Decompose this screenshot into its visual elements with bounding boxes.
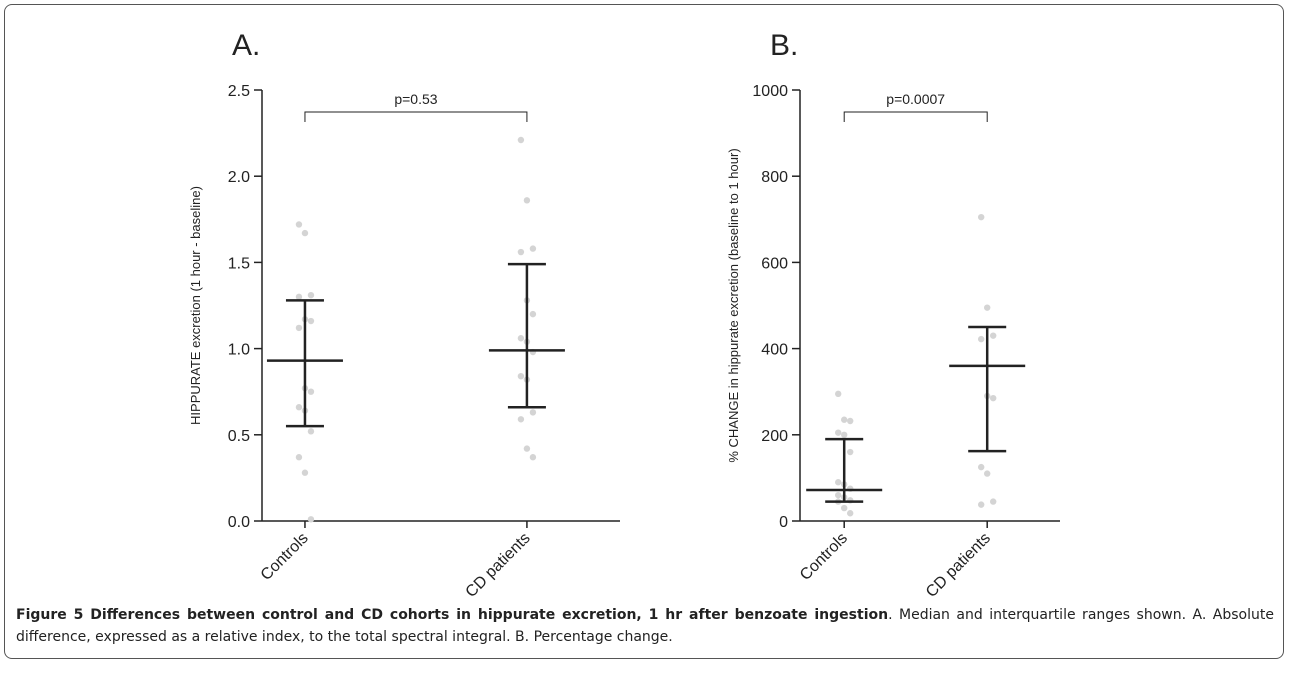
chart: A. 0.0 0.5 1.0 1.5 2.0 2.5 HIPPURATE excretion … [188, 29, 1060, 600]
data-point [841, 431, 848, 438]
data-point [517, 136, 525, 144]
data-point [295, 324, 303, 332]
data-point [529, 310, 537, 318]
data-point [835, 479, 842, 486]
caption: Figure 5 Differences between control and… [16, 604, 1274, 648]
data-point [529, 245, 537, 252]
caption-text: . Median and interquartile ranges shown.… [16, 607, 1274, 645]
data-point [978, 213, 985, 221]
y-tick-label: 1000 [752, 83, 788, 100]
data-point [841, 504, 848, 512]
data-point [517, 416, 525, 423]
figure-frame [4, 4, 1284, 659]
x-tick-label: CD patients [463, 530, 534, 600]
y-tick-label: 0 [779, 514, 788, 531]
data-point [529, 454, 537, 461]
data-point [523, 445, 531, 452]
data-point [307, 317, 315, 325]
data-point [517, 372, 525, 380]
data-point [841, 416, 848, 423]
data-point [990, 498, 997, 505]
data-point [847, 448, 854, 456]
data-point [307, 428, 315, 435]
y-tick-label: 0.5 [228, 428, 250, 445]
y-axis-label: % CHANGE in hippurate excretion (baselin… [726, 148, 741, 462]
data-point [295, 404, 303, 411]
x-tick-label: Controls [797, 530, 851, 584]
y-tick-label: 2.0 [228, 169, 250, 186]
data-point [978, 335, 985, 343]
y-tick-label: 1.0 [228, 342, 250, 359]
data-point [523, 197, 531, 204]
data-point [835, 429, 842, 436]
comparison-label: p=0.53 [394, 91, 437, 107]
caption-title: Figure 5 Differences between control and… [16, 607, 889, 623]
data-point [978, 463, 985, 471]
data-point [847, 510, 854, 517]
data-point [990, 332, 997, 339]
data-point [295, 293, 303, 301]
data-point [847, 417, 854, 425]
y-axis-label: HIPPURATE excretion (1 hour - baseline) [188, 186, 203, 425]
data-point [295, 454, 303, 461]
data-point [835, 491, 842, 499]
y-tick-label: 200 [761, 428, 788, 445]
y-tick-label: 2.5 [228, 83, 250, 100]
x-tick-label: CD patients [923, 530, 994, 600]
data-point [529, 409, 537, 416]
data-point [517, 335, 525, 342]
comparison-bracket [304, 111, 528, 122]
data-point [990, 394, 997, 402]
panel-label: B. [770, 29, 798, 62]
data-point [307, 388, 315, 395]
data-point [517, 248, 525, 256]
y-tick-label: 0.0 [228, 514, 250, 531]
data-point [295, 221, 303, 228]
data-point [307, 516, 315, 523]
y-tick-label: 1.5 [228, 255, 250, 272]
panel-label: A. [232, 29, 260, 62]
x-tick-label: Controls [258, 530, 312, 584]
data-point [984, 304, 991, 311]
data-point [978, 501, 985, 508]
y-tick-label: 600 [761, 255, 788, 272]
comparison-bracket [843, 111, 988, 122]
data-point [301, 469, 309, 476]
data-point [984, 470, 991, 477]
data-point [307, 291, 315, 299]
data-point [301, 229, 309, 237]
comparison-label: p=0.0007 [886, 91, 945, 107]
y-tick-label: 800 [761, 169, 788, 186]
y-tick-label: 400 [761, 342, 788, 359]
data-point [835, 390, 842, 398]
